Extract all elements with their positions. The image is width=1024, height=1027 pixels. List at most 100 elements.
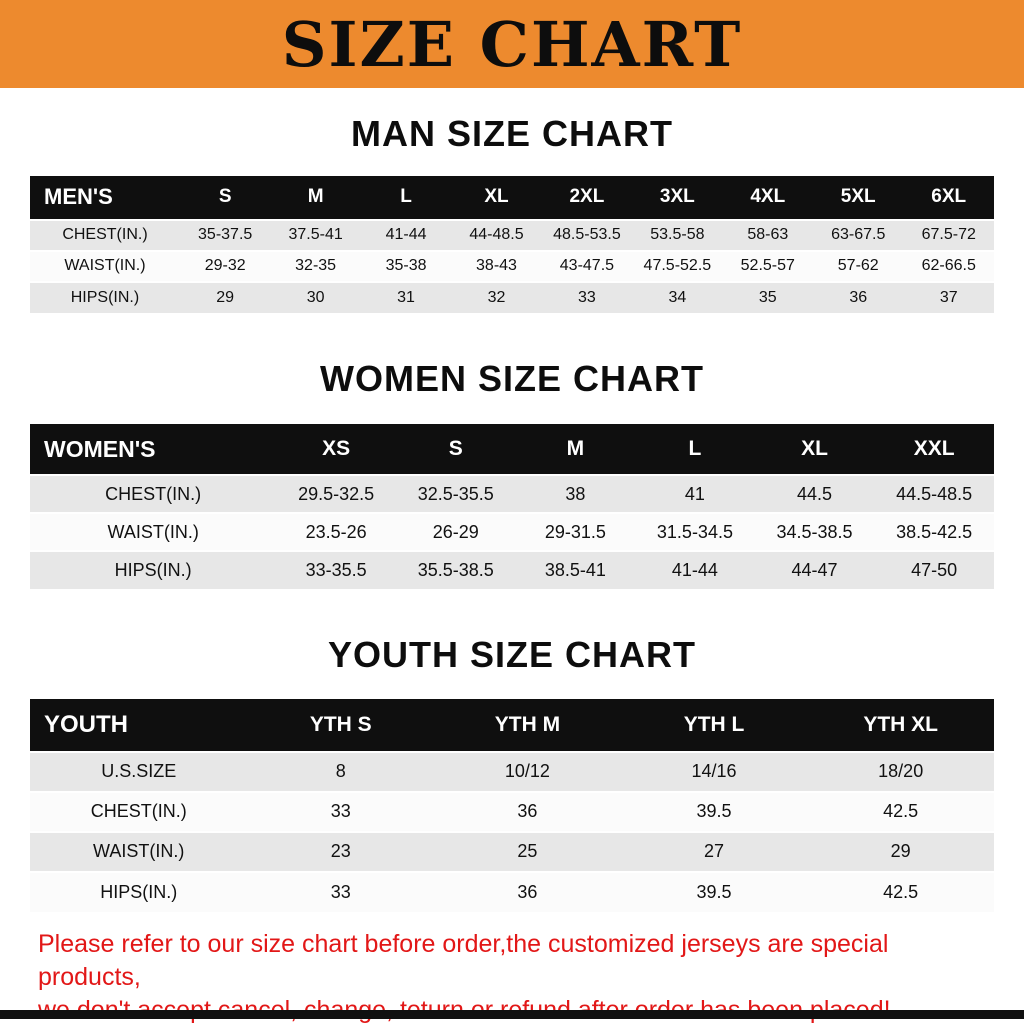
size-value: 14/16 [691, 761, 737, 782]
women-section-heading: WOMEN SIZE CHART [320, 357, 704, 399]
row-label: CHEST(IN.) [90, 801, 187, 822]
size-value: 33-35.5 [305, 560, 367, 581]
size-value: 41-44 [671, 560, 718, 581]
bottom-divider-bar [0, 1010, 1024, 1019]
row-label: U.S.SIZE [101, 761, 177, 782]
size-value: 44.5 [797, 483, 833, 504]
size-value: 25 [517, 841, 538, 862]
size-value: 58-63 [747, 226, 789, 244]
size-value: 31.5-34.5 [656, 521, 733, 542]
size-value: 34.5-38.5 [776, 521, 853, 542]
size-column-header: XS [276, 424, 396, 476]
size-value: 32.5-35.5 [417, 483, 494, 504]
size-value: 29.5-32.5 [298, 483, 375, 504]
size-value: 41-44 [385, 226, 427, 244]
size-value: 32 [487, 288, 506, 306]
size-value: 36 [849, 288, 868, 306]
size-value: 32-35 [295, 257, 337, 275]
size-value: 36 [517, 801, 538, 822]
size-value: 41 [684, 483, 705, 504]
table-row: CHEST(IN.) 35-37.5 37.5-41 41-44 44-48.5 48.5… [30, 219, 994, 251]
size-value: 33 [330, 881, 351, 902]
table-row: HIPS(IN.) 33 36 39.5 42.5 [30, 871, 994, 912]
row-label: CHEST(IN.) [105, 483, 202, 504]
size-value: 53.5-58 [650, 226, 705, 244]
size-value: 29 [890, 841, 911, 862]
size-chart-banner: SIZE CHART [0, 0, 1024, 88]
table-corner-label: MEN'S [30, 175, 180, 220]
size-value: 35-38 [385, 257, 427, 275]
size-value: 48.5-53.5 [553, 226, 621, 244]
size-value: 27 [704, 841, 725, 862]
disclaimer-line-1: Please refer to our size chart before or… [38, 929, 889, 991]
size-value: 29 [216, 288, 235, 306]
men-section-heading: MAN SIZE CHART [351, 113, 673, 154]
size-column-header: XXL [874, 424, 994, 476]
youth-section-heading: YOUTH SIZE CHART [327, 634, 696, 676]
size-value: 23.5-26 [305, 521, 367, 542]
table-corner-label: YOUTH [30, 698, 248, 752]
women-size-section: WOMEN SIZE CHART WOMEN'S XS S M L XL XXL CHEST(… [0, 357, 1024, 590]
table-row: WAIST(IN.) 23.5-26 26-29 29-31.5 31.5-34.5 34… [30, 513, 994, 552]
size-value: 38-43 [476, 257, 517, 275]
table-row: HIPS(IN.) 33-35.5 35.5-38.5 38.5-41 41-44 44-… [30, 551, 994, 590]
table-row: WAIST(IN.) 23 25 27 29 [30, 831, 994, 872]
size-column-header: 6XL [903, 175, 994, 220]
row-label: HIPS(IN.) [70, 288, 140, 306]
table-header-row: WOMEN'S XS S M L XL XXL [30, 424, 994, 476]
size-value: 10/12 [504, 761, 550, 782]
size-column-header: 4XL [722, 175, 814, 220]
size-value: 26-29 [432, 521, 479, 542]
size-column-header: L [360, 175, 452, 220]
size-column-header: YTH XL [807, 698, 994, 752]
size-value: 47.5-52.5 [643, 257, 712, 275]
size-column-header: S [179, 175, 271, 220]
size-value: 38 [565, 483, 586, 504]
size-column-header: YTH L [620, 698, 808, 752]
size-value: 30 [306, 288, 325, 306]
table-corner-label: WOMEN'S [30, 424, 277, 476]
row-label: HIPS(IN.) [114, 560, 192, 581]
size-value: 33 [330, 801, 351, 822]
size-value: 37 [939, 288, 958, 306]
table-row: CHEST(IN.) 29.5-32.5 32.5-35.5 38 41 44.5 44.5… [30, 475, 994, 514]
size-column-header: L [635, 424, 755, 476]
size-value: 57-62 [837, 257, 879, 275]
size-value: 8 [335, 761, 346, 782]
table-row: WAIST(IN.) 29-32 32-35 35-38 38-43 43-47.5 47.… [30, 250, 994, 282]
size-column-header: XL [451, 175, 542, 220]
youth-size-table: YOUTH YTH S YTH M YTH L YTH XL U.S.SIZE 8 10/12… [30, 698, 994, 912]
size-value: 35-37.5 [198, 226, 253, 244]
size-value: 23 [330, 841, 351, 862]
size-value: 44-47 [791, 560, 838, 581]
row-label: WAIST(IN.) [64, 257, 146, 275]
size-column-header: YTH M [434, 698, 621, 752]
size-column-header: 2XL [541, 175, 633, 220]
size-column-header: M [270, 175, 361, 220]
table-header-row: MEN'S S M L XL 2XL 3XL 4XL 5XL 6XL [30, 175, 994, 220]
size-column-header: 5XL [813, 175, 904, 220]
row-label: CHEST(IN.) [62, 226, 148, 244]
size-value: 47-50 [911, 560, 958, 581]
size-value: 37.5-41 [288, 226, 343, 244]
size-value: 29-32 [204, 257, 246, 275]
size-value: 42.5 [883, 881, 919, 902]
row-label: HIPS(IN.) [100, 881, 178, 902]
size-value: 34 [668, 288, 687, 306]
size-column-header: XL [754, 424, 875, 476]
row-label: WAIST(IN.) [93, 841, 185, 862]
size-column-header: M [515, 424, 636, 476]
size-value: 44.5-48.5 [896, 483, 973, 504]
size-value: 52.5-57 [740, 257, 795, 275]
size-value: 36 [517, 881, 538, 902]
size-column-header: YTH S [247, 698, 435, 752]
table-header-row: YOUTH YTH S YTH M YTH L YTH XL [30, 698, 994, 752]
size-value: 42.5 [883, 801, 919, 822]
size-value: 29-31.5 [544, 521, 606, 542]
size-value: 43-47.5 [559, 257, 615, 275]
row-label: WAIST(IN.) [107, 521, 199, 542]
men-size-section: MAN SIZE CHART MEN'S S M L XL 2XL 3XL 4XL 5XL 6XL… [0, 114, 1024, 313]
size-value: 18/20 [878, 761, 924, 782]
size-column-header: 3XL [632, 175, 723, 220]
size-value: 31 [397, 288, 415, 306]
